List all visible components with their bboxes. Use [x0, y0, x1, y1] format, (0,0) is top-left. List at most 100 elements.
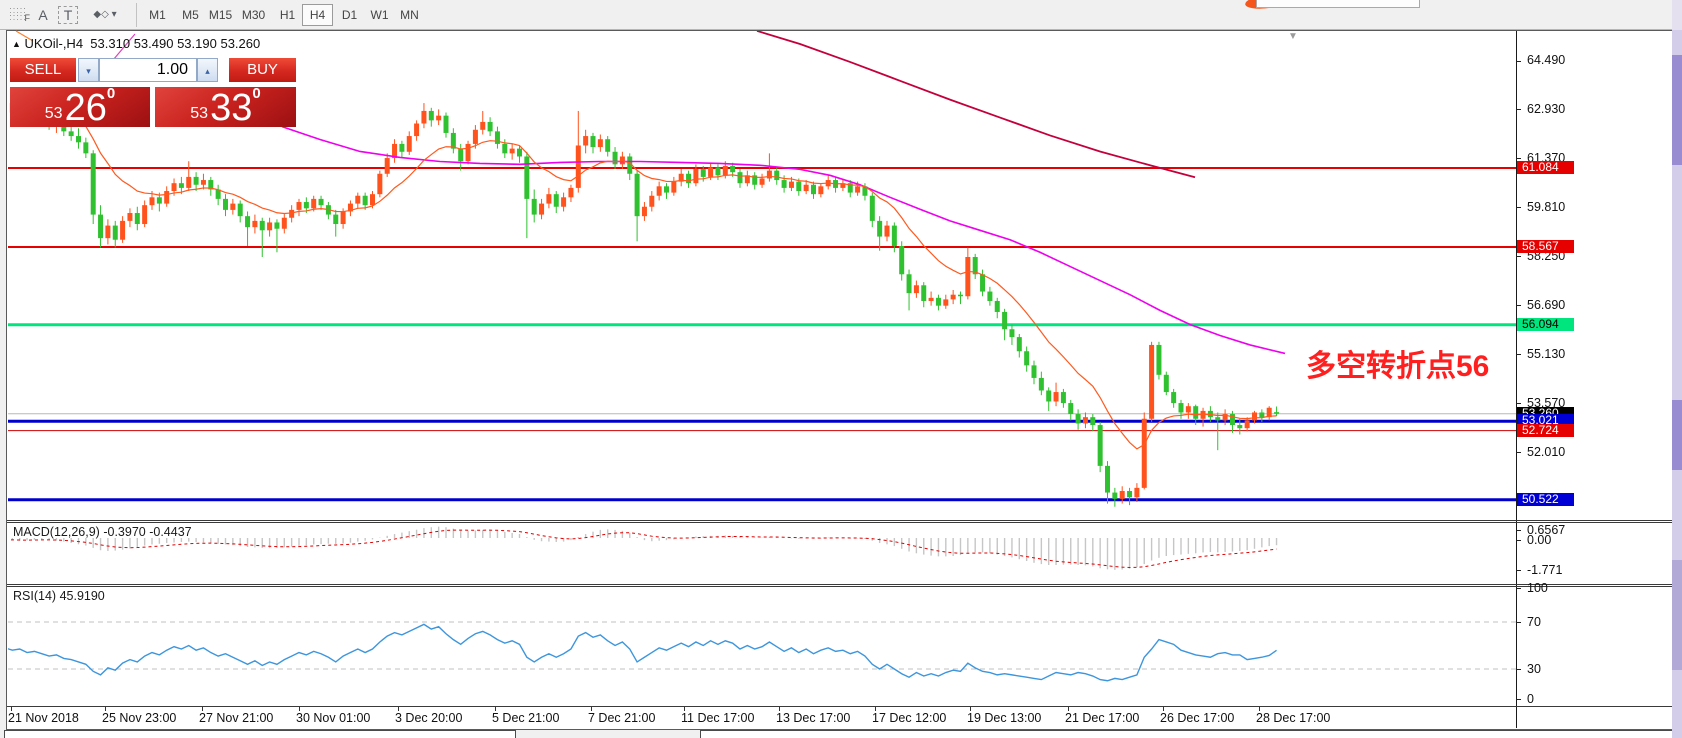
ma-slow-magenta[interactable]: [281, 125, 1286, 355]
candle-body[interactable]: [355, 195, 361, 204]
candle-body[interactable]: [987, 291, 993, 301]
candle-body[interactable]: [913, 285, 919, 294]
candle-body[interactable]: [472, 129, 478, 144]
candle-body[interactable]: [259, 220, 265, 231]
candle-body[interactable]: [1002, 311, 1008, 330]
candle-body[interactable]: [788, 181, 794, 188]
candle-body[interactable]: [1237, 425, 1243, 429]
candle-body[interactable]: [1031, 365, 1037, 378]
candle-body[interactable]: [612, 151, 618, 165]
candle-body[interactable]: [215, 189, 221, 199]
candle-body[interactable]: [281, 217, 287, 229]
time-label[interactable]: 5 Dec 21:00: [492, 711, 560, 725]
candle-body[interactable]: [303, 202, 309, 209]
candle-body[interactable]: [340, 211, 346, 225]
time-label[interactable]: 7 Dec 21:00: [588, 711, 656, 725]
candle-body[interactable]: [531, 198, 537, 215]
volume-input[interactable]: [99, 58, 197, 82]
time-label[interactable]: 27 Nov 21:00: [199, 711, 274, 725]
candle-body[interactable]: [627, 156, 633, 174]
candle-body[interactable]: [583, 136, 589, 146]
time-label[interactable]: 13 Dec 17:00: [776, 711, 851, 725]
candle-body[interactable]: [1053, 392, 1059, 402]
candle-body[interactable]: [1119, 491, 1125, 499]
candle-body[interactable]: [539, 203, 545, 215]
candle-body[interactable]: [399, 143, 405, 152]
candle-body[interactable]: [487, 121, 493, 132]
candle-body[interactable]: [1149, 344, 1155, 419]
candle-body[interactable]: [347, 203, 353, 212]
candle-body[interactable]: [178, 183, 184, 188]
candle-body[interactable]: [296, 202, 302, 210]
candle-body[interactable]: [671, 181, 677, 193]
candle-body[interactable]: [237, 203, 243, 217]
candle-body[interactable]: [737, 172, 743, 184]
candle-body[interactable]: [921, 285, 927, 301]
candle-body[interactable]: [752, 175, 758, 185]
time-label[interactable]: 28 Dec 17:00: [1256, 711, 1331, 725]
candle-body[interactable]: [943, 299, 949, 306]
candle-body[interactable]: [708, 167, 714, 177]
chart-shift-marker-icon[interactable]: ▼: [1288, 31, 1298, 42]
candle-body[interactable]: [980, 274, 986, 292]
candle-body[interactable]: [928, 297, 934, 301]
candle-body[interactable]: [200, 180, 206, 185]
candle-body[interactable]: [142, 205, 148, 225]
candle-body[interactable]: [1200, 410, 1206, 419]
candle-body[interactable]: [634, 173, 640, 217]
timeframe-button-h1[interactable]: H1: [279, 8, 296, 22]
candle-body[interactable]: [722, 165, 728, 176]
candle-body[interactable]: [884, 225, 890, 237]
candle-body[interactable]: [869, 195, 875, 221]
candle-body[interactable]: [370, 194, 375, 206]
candle-body[interactable]: [1090, 417, 1096, 426]
candle-body[interactable]: [781, 180, 787, 188]
candle-body[interactable]: [693, 169, 699, 184]
candle-body[interactable]: [1259, 412, 1265, 418]
volume-increase-button[interactable]: ▴: [197, 58, 218, 82]
candle-body[interactable]: [421, 110, 427, 124]
candle-body[interactable]: [649, 195, 655, 207]
candle-body[interactable]: [223, 198, 228, 210]
macd-panel-top-border[interactable]: [7, 520, 1674, 521]
candle-body[interactable]: [458, 148, 464, 162]
candle-body[interactable]: [686, 173, 692, 184]
candle-body[interactable]: [1141, 418, 1147, 488]
candle-body[interactable]: [1016, 337, 1022, 352]
candle-body[interactable]: [899, 246, 905, 275]
candle-body[interactable]: [965, 256, 971, 297]
candle-body[interactable]: [120, 220, 126, 240]
time-label[interactable]: 30 Nov 01:00: [296, 711, 371, 725]
timeframe-button-m15[interactable]: M15: [208, 8, 233, 22]
candle-body[interactable]: [494, 131, 500, 144]
time-label[interactable]: 25 Nov 23:00: [102, 711, 177, 725]
candle-body[interactable]: [1097, 425, 1103, 466]
candle-body[interactable]: [590, 136, 596, 148]
candle-body[interactable]: [811, 184, 816, 195]
candle-body[interactable]: [186, 176, 192, 188]
candle-body[interactable]: [1207, 410, 1213, 418]
candle-body[interactable]: [502, 143, 508, 154]
time-label[interactable]: 17 Dec 12:00: [872, 711, 947, 725]
time-label[interactable]: 11 Dec 17:00: [681, 711, 755, 725]
candle-body[interactable]: [274, 222, 280, 229]
candle-body[interactable]: [972, 256, 978, 275]
candle-body[interactable]: [392, 143, 398, 159]
candle-body[interactable]: [245, 216, 251, 228]
candle-body[interactable]: [318, 198, 324, 206]
candle-body[interactable]: [98, 214, 104, 239]
macd-signal-line[interactable]: [5, 529, 1277, 568]
candle-body[interactable]: [230, 203, 236, 210]
candle-body[interactable]: [1009, 329, 1015, 338]
candle-body[interactable]: [149, 197, 155, 206]
candle-body[interactable]: [958, 294, 963, 297]
candle-body[interactable]: [656, 186, 662, 196]
chart-annotation-text[interactable]: 多空转折点56: [1306, 350, 1490, 383]
candle-body[interactable]: [127, 213, 133, 221]
candle-body[interactable]: [1075, 414, 1081, 424]
candle-body[interactable]: [428, 110, 434, 121]
candle-body[interactable]: [524, 156, 530, 199]
candle-body[interactable]: [553, 194, 559, 207]
time-label[interactable]: 21 Nov 2018: [8, 711, 79, 725]
